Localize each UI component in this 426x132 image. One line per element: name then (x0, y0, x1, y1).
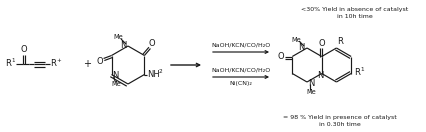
Text: Me: Me (112, 81, 121, 88)
Text: O: O (278, 52, 285, 61)
Text: +: + (83, 59, 91, 69)
Text: NaOH/KCN/CO/H₂O: NaOH/KCN/CO/H₂O (211, 67, 271, 72)
Text: N: N (299, 43, 305, 51)
Text: <30% Yield in absence of catalyst: <30% Yield in absence of catalyst (301, 8, 409, 13)
Text: R: R (354, 68, 360, 77)
Text: O: O (96, 57, 103, 66)
Text: Me: Me (306, 89, 316, 95)
Text: O: O (21, 46, 27, 55)
Text: = 98 % Yield in presence of catalyst: = 98 % Yield in presence of catalyst (283, 116, 397, 121)
Text: N: N (121, 41, 127, 50)
Text: Me: Me (291, 37, 301, 43)
Text: N: N (112, 71, 119, 80)
Text: R: R (5, 60, 11, 69)
Text: R: R (50, 60, 56, 69)
Text: Ni(CN)₂: Ni(CN)₂ (230, 81, 253, 86)
Text: 1: 1 (12, 58, 15, 63)
Text: O: O (318, 39, 325, 48)
Text: O: O (148, 39, 155, 48)
Text: NH: NH (147, 70, 160, 79)
Text: 2: 2 (158, 69, 162, 74)
Text: in 0.30h time: in 0.30h time (319, 122, 361, 128)
Text: N: N (317, 71, 324, 80)
Text: Me: Me (113, 34, 123, 40)
Text: NaOH/KCN/CO/H₂O: NaOH/KCN/CO/H₂O (211, 43, 271, 48)
Text: N: N (308, 79, 314, 88)
Text: in 10h time: in 10h time (337, 15, 373, 20)
Text: R: R (337, 37, 343, 46)
Text: +: + (57, 58, 61, 63)
Text: 1: 1 (360, 67, 364, 72)
